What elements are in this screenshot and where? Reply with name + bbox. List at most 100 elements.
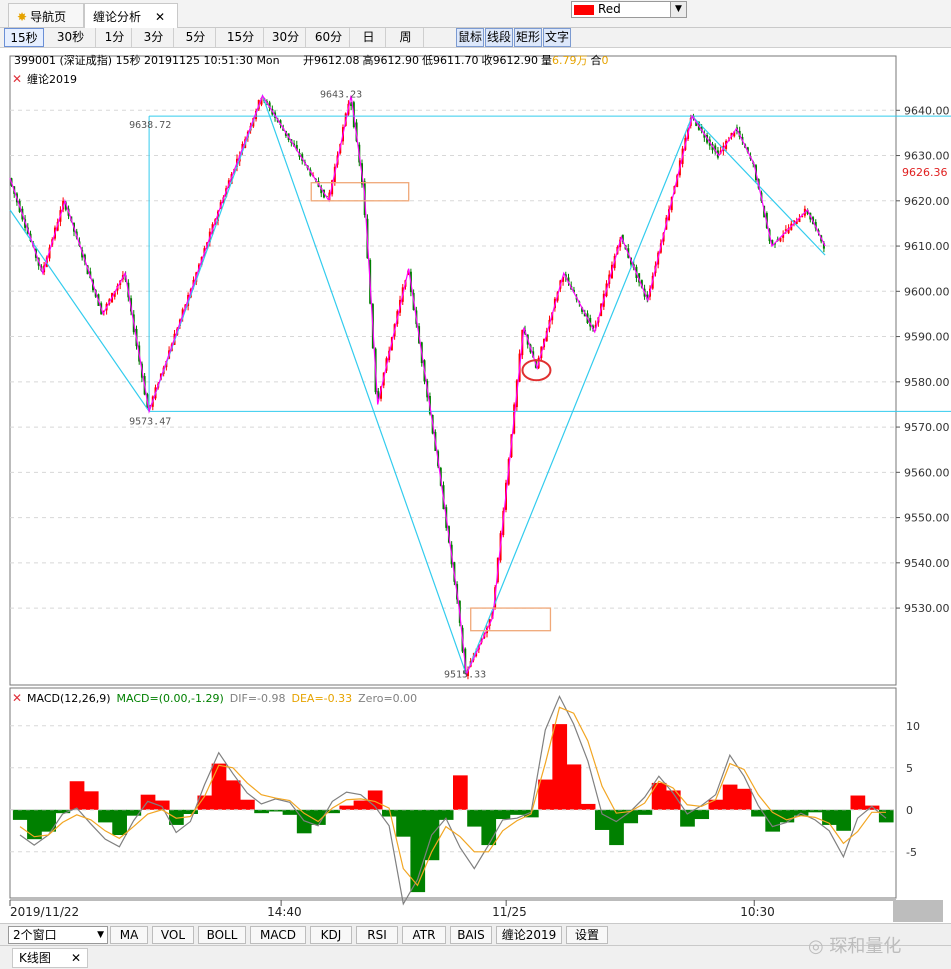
indicator-button-0[interactable]: MA <box>110 926 148 944</box>
macd-bar <box>311 809 326 825</box>
y-tick-label: 9590.00 <box>904 331 950 344</box>
candle-body <box>350 103 353 107</box>
candle-body <box>591 325 594 330</box>
indicator-button-9[interactable]: 设置 <box>566 926 608 944</box>
tool-button-0[interactable]: 鼠标 <box>456 28 484 47</box>
indicator-button-4[interactable]: KDJ <box>310 926 352 944</box>
window-count-select[interactable]: 2个窗口 ▼ <box>8 926 108 944</box>
macd-bar <box>481 809 497 846</box>
candle-body <box>488 618 491 626</box>
price-label-high: 9638.72 <box>129 120 171 131</box>
indicator-bar: 2个窗口 ▼ MA VOL BOLL MACD KDJ RSI ATR BAIS 缠论2019 设置 <box>0 923 951 945</box>
macd-bar <box>836 809 852 831</box>
pivot-box <box>470 607 552 632</box>
candle-body <box>594 324 597 329</box>
macd-bar <box>55 809 71 814</box>
macd-bar <box>665 790 681 810</box>
scrollbar-thumb[interactable] <box>893 900 943 922</box>
price-label-peak: 9643.23 <box>320 90 362 101</box>
candle-body <box>746 147 749 153</box>
candle-body <box>806 209 809 214</box>
candle-body <box>782 234 785 238</box>
macd-bar <box>623 809 639 824</box>
y-tick-label: 9630.00 <box>904 150 950 163</box>
color-select[interactable]: Red ▼ <box>571 1 687 18</box>
period-button-5[interactable]: 15分 <box>218 28 264 47</box>
indicator-button-6[interactable]: ATR <box>402 926 446 944</box>
period-button-7[interactable]: 60分 <box>308 28 350 47</box>
macd-bar <box>183 809 198 814</box>
macd-bar <box>580 803 596 810</box>
y-tick-label: 9620.00 <box>904 195 950 208</box>
chart-area[interactable]: 9638.72 9643.23 9573.47 9515.33 9530.00 9540… <box>0 48 951 923</box>
macd-tick-label: -5 <box>906 846 917 859</box>
chevron-down-icon: ▼ <box>97 930 104 940</box>
chevron-down-icon[interactable]: ▼ <box>670 2 686 17</box>
candle-body <box>621 234 624 242</box>
y-tick-label: 9530.00 <box>904 602 950 615</box>
indicator-button-3[interactable]: MACD <box>250 926 306 944</box>
y-tick-label: 9540.00 <box>904 557 950 570</box>
sheet-tabs: K线图 ✕ <box>0 945 951 969</box>
period-button-1[interactable]: 30秒 <box>46 28 96 47</box>
close-icon[interactable]: ✕ <box>12 72 22 86</box>
tab-bar: ✸ 导航页 缠论分析 ✕ <box>0 0 951 29</box>
candle-body <box>787 227 790 234</box>
close-icon[interactable]: ✕ <box>155 10 166 24</box>
tab-kline[interactable]: K线图 ✕ <box>12 948 88 968</box>
candle-body <box>181 309 184 318</box>
macd-bar <box>850 795 866 810</box>
macd-bar <box>751 809 766 817</box>
candle-body <box>771 240 774 244</box>
period-button-3[interactable]: 3分 <box>134 28 174 47</box>
macd-bar <box>651 782 667 810</box>
candle-body <box>703 133 706 138</box>
tab-home[interactable]: ✸ 导航页 <box>8 3 84 27</box>
close-icon[interactable]: ✕ <box>12 691 22 705</box>
macd-bar <box>339 805 355 810</box>
candle-body <box>773 243 776 245</box>
macd-bar <box>680 809 695 827</box>
macd-bar <box>41 809 56 832</box>
candle-body <box>230 174 233 184</box>
period-button-4[interactable]: 5分 <box>176 28 216 47</box>
tool-button-1[interactable]: 线段 <box>485 28 513 47</box>
indicator-button-1[interactable]: VOL <box>152 926 194 944</box>
period-button-0[interactable]: 15秒 <box>4 28 44 47</box>
period-button-2[interactable]: 1分 <box>98 28 132 47</box>
macd-bar <box>609 809 624 846</box>
candle-body <box>814 222 817 229</box>
candle-body <box>793 220 796 223</box>
candle-body <box>741 137 744 141</box>
indicator-button-8[interactable]: 缠论2019 <box>496 926 562 944</box>
macd-bar <box>382 809 397 817</box>
price-label-bottom: 9515.33 <box>444 669 486 680</box>
candle-body <box>801 215 804 217</box>
tool-button-2[interactable]: 矩形 <box>514 28 542 47</box>
period-button-9[interactable]: 周 <box>388 28 424 47</box>
tool-button-3[interactable]: 文字 <box>543 28 571 47</box>
indicator-button-2[interactable]: BOLL <box>198 926 246 944</box>
macd-bar <box>325 809 340 814</box>
indicator-button-5[interactable]: RSI <box>356 926 398 944</box>
quote-code: 399001 (深证成指) 15秒 20191125 10:51:30 Mon <box>14 53 280 67</box>
macd-bar <box>154 800 170 810</box>
candle-body <box>784 229 787 231</box>
price-label-low: 9573.47 <box>129 416 171 427</box>
watermark-text: ◎ 琛和量化 <box>808 936 902 957</box>
close-icon[interactable]: ✕ <box>70 951 81 965</box>
candle-body <box>795 221 798 225</box>
macd-bar <box>708 799 724 810</box>
candle-body <box>260 97 263 105</box>
candle-body <box>64 202 67 210</box>
macd-tick-label: 0 <box>906 804 913 817</box>
candle-body <box>700 126 703 131</box>
x-tick-label: 10:30 <box>740 905 775 919</box>
tab-chan-analysis[interactable]: 缠论分析 ✕ <box>84 3 178 29</box>
indicator-button-7[interactable]: BAIS <box>450 926 492 944</box>
macd-bar <box>27 809 42 840</box>
period-button-6[interactable]: 30分 <box>266 28 306 47</box>
period-button-8[interactable]: 日 <box>352 28 386 47</box>
macd-bar <box>694 809 710 820</box>
quote-values: 开9612.08 高9612.90 低9611.70 收9612.90 量6.79万 合0 <box>303 53 609 67</box>
